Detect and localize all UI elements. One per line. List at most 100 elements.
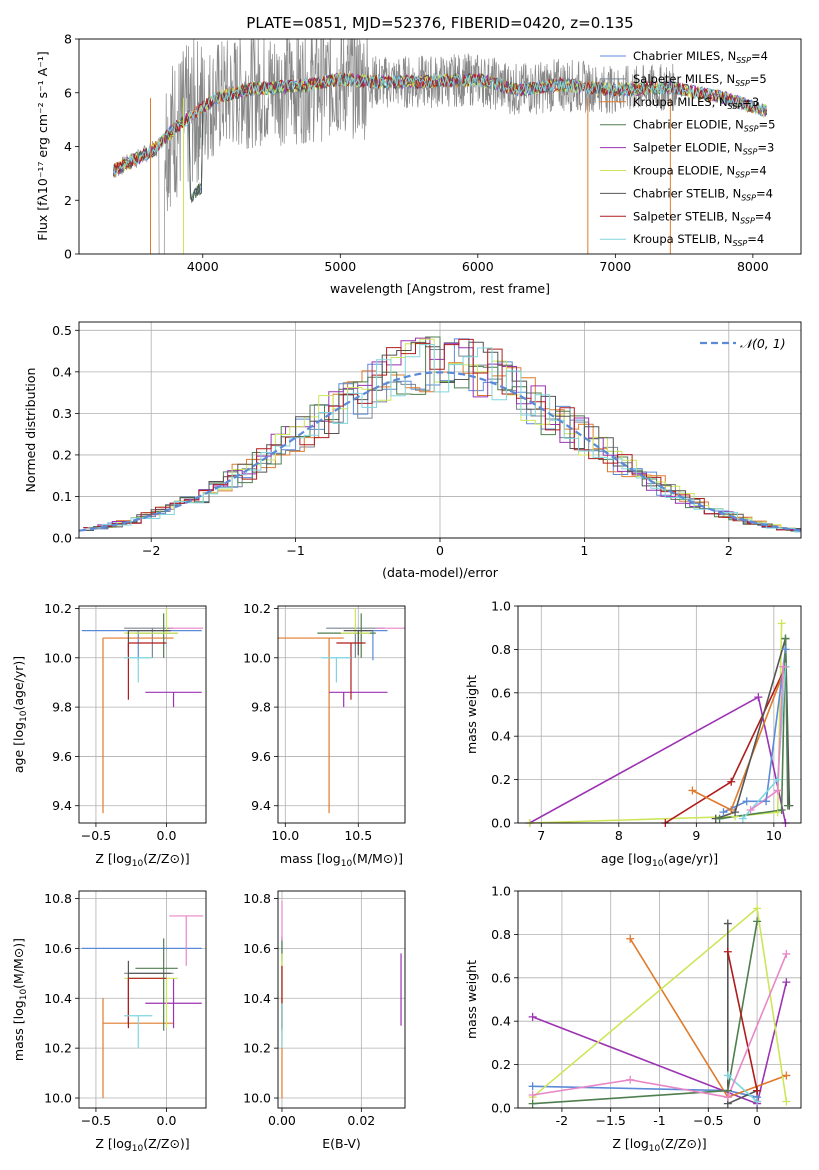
x-tick-label: −1.5 — [596, 1113, 626, 1128]
y-tick-label: 10.8 — [243, 891, 271, 906]
legend-label: Kroupa ELODIE, NSSP=4 — [633, 164, 767, 180]
axes-frame — [78, 38, 802, 255]
x-tick-label: 1 — [580, 543, 588, 558]
weight-marker — [782, 1097, 791, 1106]
axes-frame — [78, 605, 207, 824]
y-tick-label: 9.6 — [251, 749, 271, 764]
legend-label: Chabrier ELODIE, NSSP=5 — [633, 118, 775, 134]
x-axis-label: Z [log10(Z/Z⊙)] — [95, 1136, 189, 1154]
y-tick-label: 0.0 — [491, 816, 511, 831]
weight-marker — [779, 662, 788, 671]
y-tick-label: 0.0 — [52, 531, 72, 546]
weight-marker — [777, 805, 786, 814]
x-tick-label: 0.0 — [157, 1113, 177, 1128]
legend-label: Chabrier MILES, NSSP=4 — [633, 49, 768, 65]
panel-spectrum: 4000 5000 6000 7000 8000 0 2 4 6 8 wavelength [Ang… — [35, 32, 802, 296]
x-tick-label: -2 — [556, 1113, 568, 1128]
x-tick-label: −0.5 — [81, 828, 111, 843]
y-tick-label: 9.4 — [52, 798, 72, 813]
y-tick-label: 10.2 — [243, 1041, 271, 1056]
weight-marker — [746, 805, 755, 814]
legend-label: Salpeter STELIB, NSSP=4 — [633, 209, 772, 225]
x-axis-label: Z [log10(Z/Z⊙)] — [612, 1136, 706, 1154]
x-tick-label: 6000 — [462, 259, 494, 274]
y-tick-label: 10.0 — [243, 650, 271, 665]
weight-marker — [723, 1093, 732, 1102]
weight-marker — [754, 693, 763, 702]
x-tick-label: 10 — [766, 828, 782, 843]
y-tick-label: 0.4 — [491, 1014, 511, 1029]
y-tick-label: 10.4 — [243, 991, 271, 1006]
y-tick-label: 10.2 — [44, 1041, 72, 1056]
y-axis-label: Flux [fλ10⁻¹⁷ erg cm⁻² s⁻¹ A⁻¹] — [35, 51, 50, 240]
y-tick-label: 10.0 — [44, 1091, 72, 1106]
y-tick-label: 0.4 — [491, 729, 511, 744]
axes-frame — [78, 890, 207, 1109]
weight-marker — [715, 814, 724, 823]
weight-marker — [783, 801, 792, 810]
panel-age-vs-Z: −0.5 0.0 9.4 9.6 9.8 10.0 10.2 Z [log10(Z/Z⊙)] a… — [11, 601, 207, 869]
y-tick-label: 0 — [64, 247, 72, 262]
y-tick-label: 10.2 — [243, 601, 271, 616]
x-tick-label: −2 — [142, 543, 160, 558]
y-tick-label: 0.5 — [52, 323, 72, 338]
weight-marker — [688, 786, 697, 795]
x-tick-label: 2 — [725, 543, 733, 558]
x-tick-label: −1 — [286, 543, 304, 558]
histogram-kroupa-stelib — [87, 344, 801, 533]
y-tick-label: 9.6 — [52, 749, 72, 764]
weight-marker — [723, 919, 732, 928]
x-tick-label: −0.5 — [693, 1113, 723, 1128]
y-tick-label: 0.8 — [491, 927, 511, 942]
y-tick-label: 8 — [64, 32, 72, 47]
x-tick-label: 7 — [537, 828, 545, 843]
legend-label: Chabrier STELIB, NSSP=4 — [633, 186, 773, 202]
legend-label: Kroupa STELIB, NSSP=4 — [633, 232, 764, 248]
weight-marker — [753, 904, 762, 913]
weight-marker — [781, 645, 790, 654]
weight-marker — [528, 1082, 537, 1091]
x-tick-label: 9 — [692, 828, 700, 843]
weight-marker — [781, 634, 790, 643]
y-tick-label: 0.6 — [491, 970, 511, 985]
y-tick-label: 0.6 — [491, 685, 511, 700]
y-tick-label: 1.0 — [491, 884, 511, 899]
plot-area — [278, 608, 405, 814]
panel-mass-weight-vs-age: 7 8 9 10 0.0 0.2 0.4 0.6 0.8 1.0 age [log10(age/yr… — [464, 599, 802, 869]
legend-label: Kroupa MILES, NSSP=3 — [633, 95, 759, 111]
x-tick-label: 0.0 — [157, 828, 177, 843]
weight-line-kroupa-stelib — [727, 1074, 758, 1103]
x-tick-label: 8 — [615, 828, 623, 843]
weight-marker — [753, 917, 762, 926]
legend-label: Salpeter ELODIE, NSSP=3 — [633, 141, 774, 157]
x-axis-label: (data-model)/error — [382, 565, 499, 580]
y-tick-label: 1.0 — [491, 599, 511, 614]
y-axis-label: mass [log10(M/M⊙)] — [11, 938, 29, 1061]
y-tick-label: 2 — [64, 193, 72, 208]
weight-marker — [782, 1071, 791, 1080]
y-tick-label: 0.3 — [52, 406, 72, 421]
weight-marker — [528, 1099, 537, 1108]
weight-marker — [753, 1097, 762, 1106]
figure-title: PLATE=0851, MJD=52376, FIBERID=0420, z=0… — [246, 14, 633, 32]
x-tick-label: −0.5 — [81, 1113, 111, 1128]
gaussian-curve — [79, 371, 801, 532]
y-axis-label: Normed distribution — [23, 368, 38, 493]
panel-mass-vs-EBV: 0.00 0.02 10.0 10.2 10.4 10.6 10.8 E(B-V) — [243, 890, 406, 1151]
panel-mass-vs-Z: −0.5 0.0 10.0 10.2 10.4 10.6 10.8 Z [log10(Z/Z⊙… — [11, 890, 207, 1154]
axes-frame — [277, 605, 406, 824]
x-axis-label: Z [log10(Z/Z⊙)] — [95, 851, 189, 869]
y-tick-label: 10.0 — [44, 650, 72, 665]
legend-label: Salpeter MILES, NSSP=5 — [633, 72, 767, 88]
y-tick-label: 10.4 — [44, 991, 72, 1006]
weight-marker — [773, 775, 782, 784]
x-tick-label: 4000 — [187, 259, 219, 274]
x-tick-label: 0.02 — [347, 1113, 375, 1128]
weight-marker — [753, 1086, 762, 1095]
weight-marker — [723, 947, 732, 956]
y-tick-label: 9.8 — [251, 700, 271, 715]
axes-frame — [517, 605, 802, 824]
x-tick-label: 10.0 — [271, 828, 299, 843]
x-tick-label: -1 — [653, 1113, 665, 1128]
